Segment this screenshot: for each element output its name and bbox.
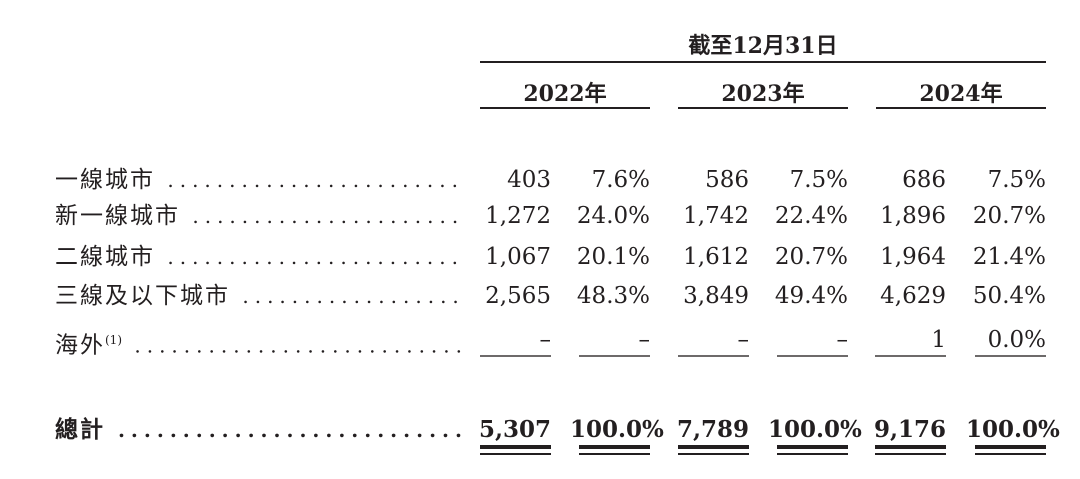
row-label: 三線及以下城市 .............................. [55,278,465,314]
row-value: 20.7% [972,203,1046,229]
row-value: 24.0% [576,203,650,229]
dot-leader: .............................. [167,168,465,192]
dot-leader: .............................. [167,245,465,269]
row-value: 9,176 [873,416,946,443]
total-double-rule [975,453,1046,455]
table-row: 海外(1) .............................. – – – –… [0,322,1080,359]
row-value: 3,849 [683,283,749,309]
row-value: 21.4% [972,244,1046,270]
total-double-rule [975,445,1046,449]
subtotal-rule [875,355,946,357]
dot-leader: .............................. [134,333,465,358]
row-value: 1,067 [485,244,551,270]
year-header-2023: 2023年 [721,81,805,107]
row-value: – [836,327,849,353]
period-header: 截至12月31日 [688,33,838,59]
subtotal-rule [777,355,848,357]
row-value: 7.5% [987,167,1046,193]
total-double-rule [678,445,749,449]
year-rule [678,107,848,109]
total-double-rule [480,453,551,455]
row-value: 7.6% [591,167,650,193]
table-row: 二線城市 .............................. 1,067… [0,239,1080,275]
row-label: 新一線城市 .............................. [55,198,465,234]
row-value: 48.3% [576,283,650,309]
row-value: 100.0% [768,416,862,443]
table-row: 新一線城市 .............................. 1,27… [0,198,1080,234]
subtotal-rule [480,355,551,357]
total-double-rule [875,445,946,449]
row-value: 2,565 [485,283,551,309]
row-value: 1,612 [683,244,749,270]
dot-leader: .............................. [117,418,465,442]
period-rule [480,61,1046,63]
row-value: 50.4% [972,283,1046,309]
row-label: 一線城市 .............................. [55,162,465,198]
row-value: 22.4% [774,203,848,229]
row-value: – [638,327,651,353]
year-rule [876,107,1046,109]
row-label-text: 總計 [55,416,105,443]
row-value: 100.0% [570,416,664,443]
row-value: 686 [902,167,946,193]
table-row: 一線城市 .............................. 403 7.… [0,162,1080,198]
year-header-2022: 2022年 [523,81,607,107]
row-label: 總計 .............................. [55,412,465,448]
total-double-rule [579,445,650,449]
year-header-2024: 2024年 [919,81,1003,107]
subtotal-rule [579,355,650,357]
row-label-text: 新一線城市 [55,203,180,229]
row-value: 20.1% [576,244,650,270]
footnote-marker: (1) [105,333,122,347]
row-value: 4,629 [880,283,946,309]
row-value: 1,964 [880,244,946,270]
subtotal-rule [678,355,749,357]
row-value: 1,272 [485,203,551,229]
subtotal-rule [975,355,1046,357]
row-label-text: 三線及以下城市 [55,283,230,309]
total-row: 總計 .............................. 5,307 10… [0,412,1080,448]
row-value: 7.5% [789,167,848,193]
row-label: 海外(1) .............................. [55,322,465,364]
row-value: 20.7% [774,244,848,270]
dot-leader: .............................. [192,204,465,228]
row-value: 0.0% [987,327,1046,353]
row-label: 二線城市 .............................. [55,239,465,275]
total-double-rule [480,445,551,449]
row-value: 586 [705,167,749,193]
total-double-rule [678,453,749,455]
row-value: – [539,327,552,353]
row-label-text: 一線城市 [55,167,155,193]
row-value: 100.0% [966,416,1060,443]
total-double-rule [875,453,946,455]
row-label-text: 二線城市 [55,244,155,270]
table-row: 三線及以下城市 .............................. 2,… [0,278,1080,314]
row-value: – [737,327,750,353]
total-double-rule [579,453,650,455]
total-double-rule [777,445,848,449]
row-value: 49.4% [774,283,848,309]
row-value: 5,307 [478,416,551,443]
year-rule [480,107,650,109]
total-double-rule [777,453,848,455]
dot-leader: .............................. [242,284,465,308]
row-value: 7,789 [676,416,749,443]
row-value: 1,742 [683,203,749,229]
row-value: 403 [507,167,551,193]
row-label-text: 海外 [55,332,105,359]
row-value: 1 [931,327,946,353]
row-value: 1,896 [880,203,946,229]
